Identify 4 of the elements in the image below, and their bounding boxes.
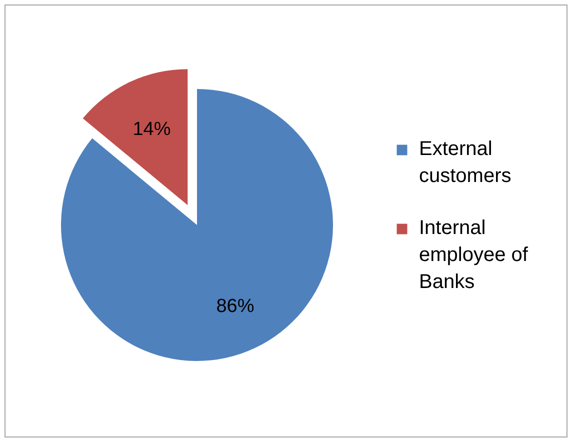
legend-label: External customers: [419, 138, 512, 187]
data-label: 14%: [132, 118, 171, 140]
data-label: 86%: [216, 296, 254, 318]
legend-label: Internal employee of Banks: [419, 217, 528, 293]
